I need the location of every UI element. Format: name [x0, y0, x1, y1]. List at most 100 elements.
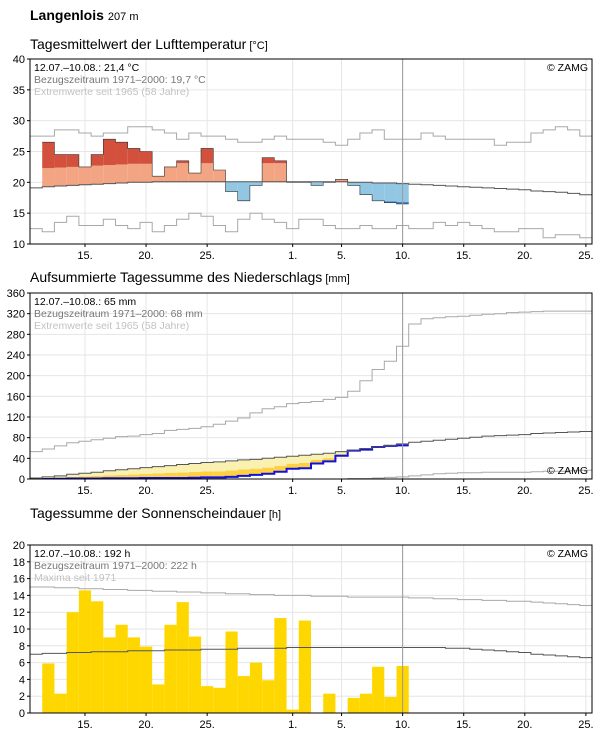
precipitation-deficit-bar	[78, 476, 92, 479]
precipitation-unit: [mm]	[325, 273, 350, 285]
y-tick-label: 15	[13, 208, 25, 220]
precipitation-deficit-bar	[115, 474, 128, 479]
temperature-anomaly-bar	[127, 163, 140, 183]
temperature-anomaly-bar	[213, 170, 226, 182]
sunshine-bar	[249, 662, 263, 713]
temperature-anomaly-bar	[103, 139, 116, 166]
precipitation-deficit-bar	[152, 466, 165, 474]
y-tick-label: 40	[13, 54, 25, 66]
temperature-anomaly-bar	[115, 142, 128, 165]
y-tick-label: 40	[13, 453, 25, 465]
precipitation-deficit-bar	[54, 475, 67, 478]
info-reference-value: Bezugszeitraum 1971–2000: 68 mm	[34, 308, 203, 320]
x-tick-label: 15.	[77, 250, 92, 262]
normal-reference-line	[30, 431, 592, 479]
precipitation-deficit-bar	[249, 468, 263, 475]
precipitation-title-text: Aufsummierte Tagessumme des Niederschlag…	[30, 269, 323, 285]
temperature-anomaly-bar	[91, 165, 104, 185]
temperature-anomaly-bar	[262, 163, 275, 182]
temperature-anomaly-bar	[139, 151, 153, 164]
info-period-value: 12.07.–10.08.: 192 h	[34, 548, 130, 560]
sunshine-bar	[274, 618, 287, 713]
x-tick-label: 10.	[395, 485, 410, 497]
y-tick-label: 16	[13, 574, 25, 586]
source-label: © ZAMG	[547, 62, 588, 74]
y-tick-label: 2	[19, 691, 25, 703]
precipitation-deficit-bar	[176, 472, 189, 478]
temperature-anomaly-bar	[42, 142, 55, 169]
x-tick-label: 25.	[578, 485, 593, 497]
x-tick-label: 1.	[288, 719, 297, 729]
x-tick-label: 20.	[138, 485, 153, 497]
x-tick-label: 15.	[456, 719, 471, 729]
temperature-anomaly-bar	[384, 201, 397, 203]
precipitation-deficit-bar	[188, 472, 202, 478]
temperature-anomaly-bar	[384, 182, 397, 202]
temperature-chart: 10 15 20 25 30 35 40 15. 20. 25. 1. 5. 10. 15. 20. 25. 1…	[13, 54, 594, 262]
x-tick-label: 25.	[200, 250, 215, 262]
precipitation-deficit-bar	[164, 465, 177, 474]
x-tick-label: 15.	[77, 719, 92, 729]
y-tick-label: 200	[7, 371, 25, 383]
info-period-value: 12.07.–10.08.: 21,4 °C	[34, 62, 140, 74]
temperature-unit: [°C]	[249, 40, 268, 52]
precipitation-deficit-bar	[323, 458, 336, 462]
plot-area	[30, 310, 592, 479]
x-tick-label: 5.	[337, 719, 346, 729]
x-tick-label: 1.	[288, 485, 297, 497]
plot-area	[30, 126, 592, 239]
x-tick-label: 20.	[517, 719, 532, 729]
precipitation-deficit-bar	[262, 467, 275, 474]
y-tick-label: 320	[7, 309, 25, 321]
precipitation-deficit-bar	[66, 474, 79, 477]
y-tick-label: 20	[13, 540, 25, 552]
precipitation-deficit-bar	[127, 474, 140, 479]
temperature-anomaly-bar	[372, 182, 385, 201]
precipitation-deficit-bar	[91, 472, 104, 477]
y-tick-label: 240	[7, 350, 25, 362]
precipitation-chart: 0 40 80 120 160 200 240 280 320 360 15. 20. 25. 1. 5. 1…	[7, 288, 594, 497]
temperature-anomaly-bar	[54, 167, 67, 187]
plot-frame	[29, 292, 593, 480]
precipitation-deficit-bar	[127, 468, 140, 475]
sunshine-bar	[164, 624, 177, 713]
sunshine-bar	[152, 684, 165, 713]
temperature-anomaly-bar	[66, 154, 79, 167]
precipitation-deficit-bar	[286, 463, 299, 469]
sunshine-bar	[176, 602, 189, 713]
y-tick-label: 14	[13, 590, 25, 602]
sunshine-unit: [h]	[268, 509, 282, 521]
y-tick-label: 10	[13, 239, 25, 251]
precipitation-deficit-bar	[201, 471, 214, 478]
sunshine-bar	[225, 631, 238, 713]
precipitation-deficit-bar	[103, 475, 116, 479]
precipitation-deficit-bar	[139, 473, 153, 478]
temperature-anomaly-bar	[164, 166, 177, 182]
normal-reference-line	[30, 647, 592, 659]
y-tick-label: 0	[19, 474, 25, 486]
sunshine-bar	[201, 686, 214, 713]
sunshine-panel-title: Tagessumme der Sonnenscheindauer [h]	[30, 505, 281, 521]
precipitation-deficit-bar	[139, 467, 153, 474]
temperature-anomaly-bar	[91, 154, 104, 166]
temperature-anomaly-bar	[201, 163, 214, 182]
y-tick-label: 0	[19, 708, 25, 720]
temperature-anomaly-bar	[176, 163, 189, 182]
temperature-anomaly-bar	[274, 160, 287, 164]
sunshine-bar	[237, 676, 250, 713]
sunshine-title-text: Tagessumme der Sonnenscheindauer	[30, 505, 266, 521]
temperature-anomaly-bar	[262, 157, 275, 164]
precipitation-deficit-bar	[213, 471, 226, 478]
precipitation-deficit-bar	[225, 470, 238, 477]
x-tick-label: 15.	[77, 485, 92, 497]
sunshine-bar	[359, 693, 373, 713]
y-tick-label: 280	[7, 329, 25, 341]
extreme-reference-line	[30, 212, 592, 239]
sunshine-bar	[384, 697, 397, 713]
precipitation-deficit-bar	[311, 454, 324, 460]
y-tick-label: 360	[7, 288, 25, 300]
precipitation-deficit-bar	[201, 462, 214, 472]
sunshine-bar	[139, 646, 153, 713]
